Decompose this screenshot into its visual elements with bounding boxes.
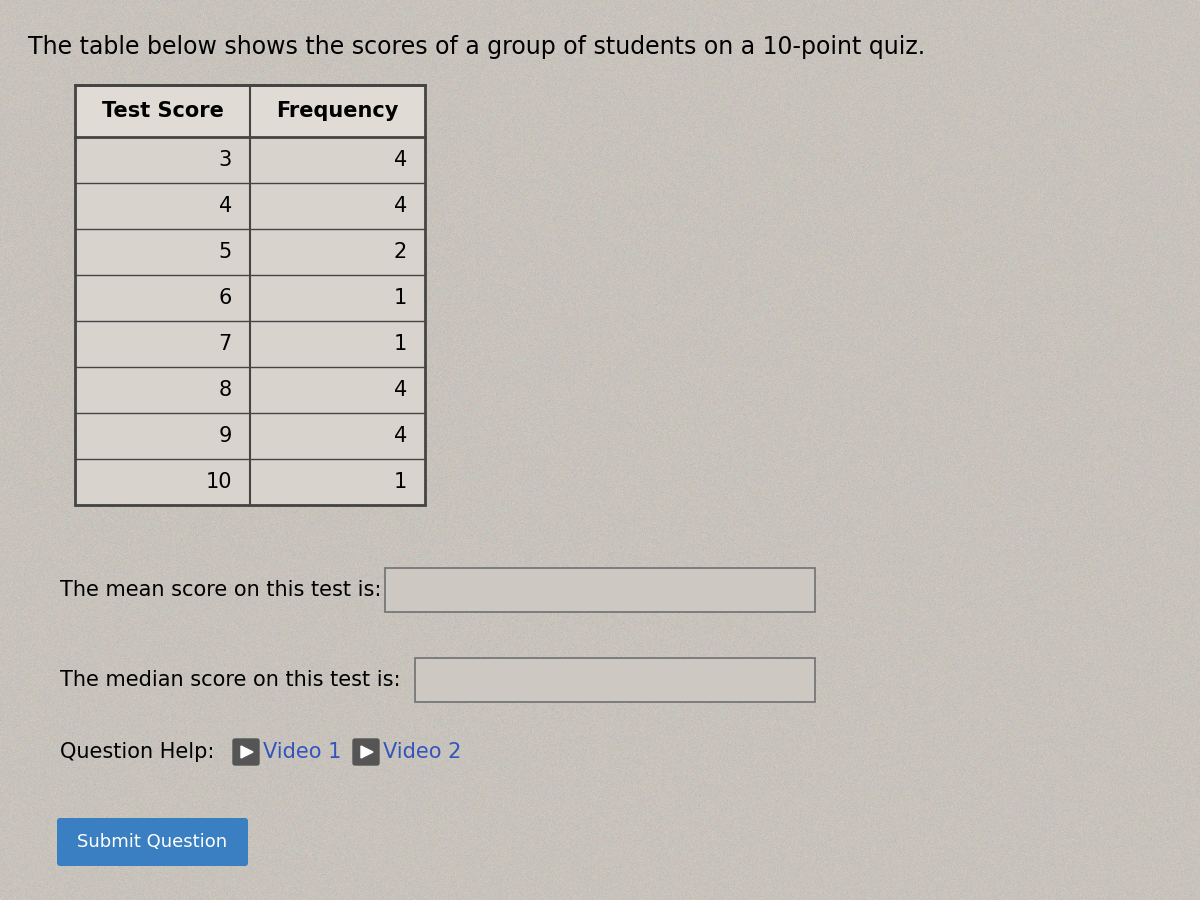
Text: 8: 8 (218, 380, 232, 400)
Text: 7: 7 (218, 334, 232, 354)
Text: 4: 4 (394, 380, 407, 400)
Bar (74, 85, 425, 505)
Text: The table below shows the scores of a group of students on a 10-point quiz.: The table below shows the scores of a gr… (28, 35, 925, 59)
Text: 4: 4 (218, 196, 232, 216)
Polygon shape (241, 746, 253, 758)
Text: Submit Question: Submit Question (78, 833, 228, 851)
Text: 4: 4 (394, 196, 407, 216)
Bar (74, 321, 425, 367)
Bar (74, 413, 425, 459)
Text: Question Help:: Question Help: (60, 742, 215, 762)
FancyBboxPatch shape (353, 739, 379, 765)
Bar (74, 183, 425, 229)
Text: Test Score: Test Score (102, 101, 223, 121)
Text: The mean score on this test is:: The mean score on this test is: (60, 580, 382, 600)
Text: 1: 1 (394, 472, 407, 492)
Text: 4: 4 (394, 426, 407, 446)
Text: 9: 9 (218, 426, 232, 446)
Text: Frequency: Frequency (276, 101, 398, 121)
Text: 2: 2 (394, 242, 407, 262)
Bar (74, 275, 425, 321)
Bar (74, 367, 425, 413)
Text: 6: 6 (218, 288, 232, 308)
Text: 3: 3 (218, 150, 232, 170)
Text: Video 1: Video 1 (263, 742, 341, 762)
FancyBboxPatch shape (233, 739, 259, 765)
Text: 1: 1 (394, 288, 407, 308)
Polygon shape (361, 746, 373, 758)
Text: 4: 4 (394, 150, 407, 170)
FancyBboxPatch shape (58, 818, 248, 866)
Text: Video 2: Video 2 (383, 742, 461, 762)
Text: 10: 10 (205, 472, 232, 492)
Bar (74, 137, 425, 183)
Bar (385, 568, 815, 612)
Text: 5: 5 (218, 242, 232, 262)
Bar (74, 229, 425, 275)
Bar (74, 459, 425, 505)
Bar (74, 85, 425, 137)
Text: 1: 1 (394, 334, 407, 354)
Bar (415, 658, 815, 702)
Text: The median score on this test is:: The median score on this test is: (60, 670, 401, 690)
